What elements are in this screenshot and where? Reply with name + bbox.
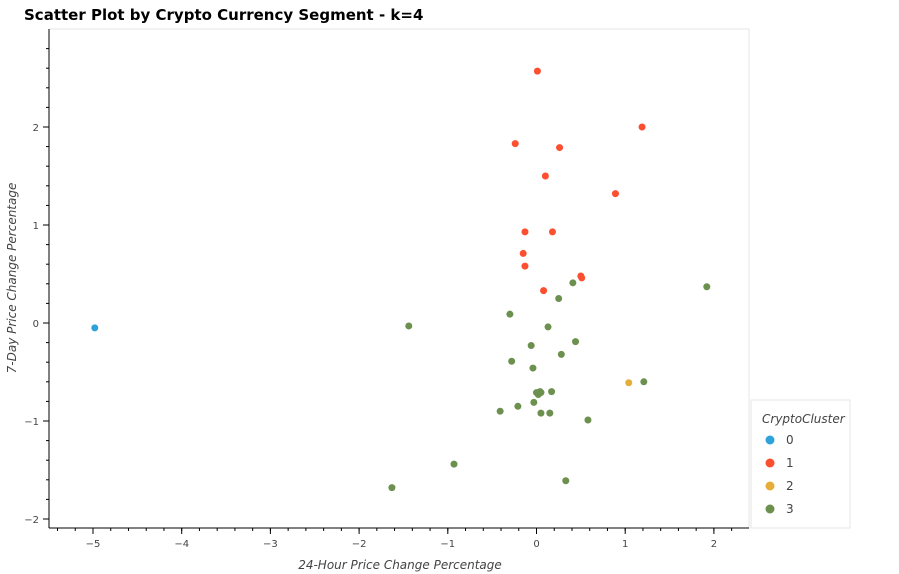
data-point-cluster-3[interactable]	[544, 323, 552, 331]
data-point-cluster-3[interactable]	[555, 295, 563, 302]
data-point-cluster-3[interactable]	[534, 391, 542, 399]
data-point-cluster-3[interactable]	[569, 279, 577, 287]
data-point-cluster-3[interactable]	[584, 416, 592, 424]
x-tick-label: −2	[352, 539, 367, 550]
data-point-cluster-1[interactable]	[556, 144, 564, 152]
x-tick-label: −5	[86, 539, 101, 550]
y-axis-label: 7-Day Price Change Percentage	[5, 183, 19, 374]
data-point-cluster-2[interactable]	[625, 379, 633, 387]
plot-area[interactable]	[48, 28, 750, 529]
x-tick-label: 2	[711, 539, 717, 550]
chart-title: Scatter Plot by Crypto Currency Segment …	[24, 6, 424, 24]
x-tick-label: 0	[533, 539, 539, 550]
data-point-cluster-1[interactable]	[533, 67, 541, 75]
data-point-cluster-1[interactable]	[521, 262, 529, 270]
data-point-cluster-3[interactable]	[562, 477, 570, 485]
legend-marker-3[interactable]	[765, 504, 775, 514]
data-point-cluster-3[interactable]	[388, 484, 396, 492]
legend-label-0[interactable]: 0	[786, 433, 794, 447]
data-point-cluster-3[interactable]	[640, 378, 648, 386]
data-point-cluster-1[interactable]	[511, 140, 519, 148]
data-point-cluster-3[interactable]	[557, 350, 565, 358]
data-point-cluster-3[interactable]	[537, 409, 545, 417]
data-point-cluster-3[interactable]	[450, 460, 458, 468]
data-point-cluster-3[interactable]	[405, 322, 413, 330]
data-point-cluster-1[interactable]	[541, 172, 549, 180]
data-point-cluster-3[interactable]	[529, 364, 537, 372]
legend-label-2[interactable]: 2	[786, 479, 794, 493]
data-point-cluster-3[interactable]	[514, 402, 522, 410]
data-point-cluster-0[interactable]	[91, 324, 99, 332]
data-point-cluster-3[interactable]	[506, 310, 514, 318]
legend: CryptoCluster 0 1 2 3	[750, 399, 851, 529]
data-point-cluster-3[interactable]	[530, 398, 538, 406]
legend-title: CryptoCluster	[762, 412, 846, 426]
legend-marker-0[interactable]	[765, 435, 775, 445]
x-tick-label: −4	[174, 539, 189, 550]
y-tick-label: −1	[24, 417, 39, 428]
x-axis-label: 24-Hour Price Change Percentage	[298, 558, 502, 572]
data-point-cluster-3[interactable]	[496, 407, 504, 415]
data-point-cluster-1[interactable]	[578, 274, 586, 282]
data-point-cluster-1[interactable]	[540, 287, 548, 295]
data-point-cluster-3[interactable]	[546, 409, 554, 417]
data-point-cluster-3[interactable]	[508, 357, 516, 365]
data-point-cluster-1[interactable]	[611, 190, 619, 198]
data-point-cluster-3[interactable]	[703, 283, 711, 291]
x-tick-label: −3	[263, 539, 278, 550]
legend-marker-1[interactable]	[765, 458, 775, 468]
legend-items: 0 1 2 3	[765, 433, 794, 516]
x-tick-label: −1	[440, 539, 455, 550]
data-point-cluster-1[interactable]	[548, 228, 556, 236]
legend-marker-2[interactable]	[765, 481, 775, 491]
legend-label-1[interactable]: 1	[786, 456, 794, 470]
x-tick-label: 1	[622, 539, 628, 550]
legend-label-3[interactable]: 3	[786, 502, 794, 516]
data-point-cluster-1[interactable]	[519, 249, 527, 257]
data-point-cluster-1[interactable]	[521, 228, 529, 236]
y-tick-label: 2	[33, 123, 39, 134]
data-point-cluster-3[interactable]	[527, 342, 535, 350]
data-point-cluster-1[interactable]	[638, 123, 646, 131]
y-tick-label: −2	[24, 515, 39, 526]
y-tick-label: 0	[33, 319, 39, 330]
data-points	[91, 67, 711, 492]
axes: −5 −4 −3 −2 −1 0 1 2 −2 −1 0 1 2	[24, 29, 749, 550]
data-point-cluster-3[interactable]	[572, 338, 580, 346]
data-point-cluster-3[interactable]	[548, 388, 556, 396]
y-tick-label: 1	[33, 221, 39, 232]
